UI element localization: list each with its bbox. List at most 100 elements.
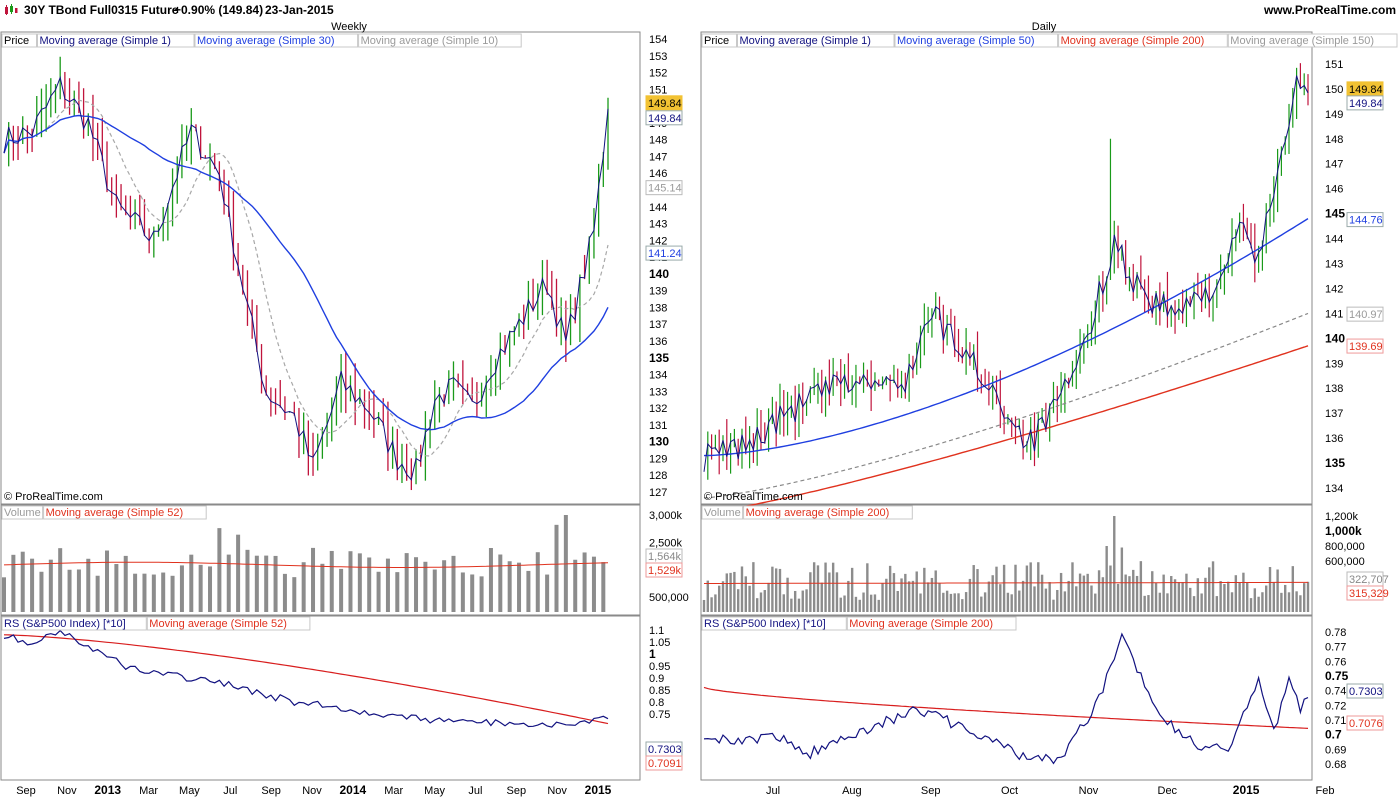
volume-bar xyxy=(847,580,850,612)
weekly-rs-axis-tick-label: 1.05 xyxy=(649,637,670,649)
volume-bar xyxy=(1189,587,1192,612)
daily-price-legend-item-box[interactable] xyxy=(1058,33,1228,48)
daily-volume-legend-item-box[interactable] xyxy=(701,505,744,520)
weekly-volume-legend-item-box[interactable] xyxy=(43,505,207,520)
volume-bar xyxy=(809,572,812,612)
daily-rs-legend-item[interactable]: RS (S&P500 Index) [*10] xyxy=(704,618,826,630)
weekly-price-legend-item[interactable]: Moving average (Simple 1) xyxy=(40,35,171,47)
volume-bar xyxy=(133,573,138,612)
daily-rs-legend-item-box[interactable] xyxy=(701,616,847,631)
daily-price-legend-item[interactable]: Moving average (Simple 50) xyxy=(897,35,1035,47)
volume-bar xyxy=(1276,569,1279,612)
daily-price-legend-item-box[interactable] xyxy=(701,33,737,48)
weekly-rs-axis-tick-label: 0.9 xyxy=(649,673,664,685)
daily-ma50-tag-box xyxy=(1346,212,1384,228)
weekly-rs-line xyxy=(3,629,609,728)
weekly-rs-legend-item-box[interactable] xyxy=(146,616,311,631)
chart-canvas[interactable]: Weekly Daily 154 153 152 151 150 149 148 147 146 14… xyxy=(0,18,1400,800)
daily-price-axis-tick-label: 138 xyxy=(1325,383,1343,395)
daily-rs-ma-tag: 0.7076 xyxy=(1346,715,1384,731)
daily-price-legend-item-box[interactable] xyxy=(894,33,1059,48)
volume-bar xyxy=(423,561,428,612)
volume-bar xyxy=(729,572,732,612)
daily-volume-legend-item-box[interactable] xyxy=(743,505,913,520)
daily-ma1-line xyxy=(703,75,1309,472)
weekly-last-price-tag-box xyxy=(645,95,683,111)
weekly-x-axis-tick-label: Nov xyxy=(57,785,77,797)
daily-volume-ma-tag-text: 315,329 xyxy=(1349,588,1389,600)
weekly-volume-legend-item-box[interactable] xyxy=(1,505,44,520)
daily-price-legend-item[interactable]: Moving average (Simple 1) xyxy=(740,35,871,47)
daily-x-axis-tick-label: Sep xyxy=(921,785,941,797)
weekly-price-legend-item-box[interactable] xyxy=(37,33,195,48)
volume-bar xyxy=(991,575,994,612)
volume-bar xyxy=(1010,594,1013,612)
daily-rs-legend-item-box[interactable] xyxy=(846,616,1017,631)
daily-price-axis-tick-label: 137 xyxy=(1325,408,1343,420)
weekly-ma30-tag: 141.24 xyxy=(645,245,683,261)
weekly-price-legend-item[interactable]: Price xyxy=(4,35,29,47)
volume-bar xyxy=(264,555,269,612)
weekly-price-axis-tick-label: 138 xyxy=(649,302,667,314)
daily-price-legend-item[interactable]: Price xyxy=(704,35,729,47)
website-link[interactable]: www.ProRealTime.com xyxy=(1263,3,1396,17)
weekly-price-frame xyxy=(0,31,641,505)
volume-bar xyxy=(790,598,793,612)
daily-price-bars xyxy=(707,63,1309,480)
daily-price-legend-item-box[interactable] xyxy=(737,33,895,48)
daily-volume-legend-item[interactable]: Moving average (Simple 200) xyxy=(746,507,890,519)
daily-price-axis-tick-label: 144 xyxy=(1325,234,1343,246)
weekly-x-axis-tick-label: Sep xyxy=(261,785,281,797)
weekly-volume-legend-item[interactable]: Volume xyxy=(4,507,41,519)
daily-price-legend-item-box[interactable] xyxy=(1227,33,1398,48)
weekly-last-price-tag: 149.84 xyxy=(645,95,683,111)
daily-rs-ma-line xyxy=(703,686,1309,729)
volume-bar xyxy=(460,572,465,612)
weekly-x-axis-tick-label: May xyxy=(179,785,200,797)
volume-bar xyxy=(2,577,6,612)
volume-bar xyxy=(782,594,785,612)
daily-rs-axis-tick-label: 0.78 xyxy=(1325,627,1346,639)
weekly-price-axis-tick-label: 131 xyxy=(649,420,667,432)
candlestick-app-icon xyxy=(5,4,18,15)
daily-rs-legend-item[interactable]: Moving average (Simple 200) xyxy=(849,618,993,630)
weekly-ma10-tag-text: 145.14 xyxy=(648,183,682,195)
weekly-volume-legend-item[interactable]: Moving average (Simple 52) xyxy=(46,507,184,519)
volume-bar xyxy=(179,565,184,612)
daily-rs-frame xyxy=(700,615,1313,781)
daily-volume-tag: 322,707 xyxy=(1346,571,1389,587)
daily-x-axis-tick-label: Feb xyxy=(1316,785,1335,797)
daily-price-legend-item[interactable]: Moving average (Simple 150) xyxy=(1230,35,1374,47)
weekly-price-legend-item[interactable]: Moving average (Simple 30) xyxy=(197,35,335,47)
daily-price-axis-tick-label: 148 xyxy=(1325,134,1343,146)
volume-bar xyxy=(835,572,839,612)
volume-bar xyxy=(451,555,456,612)
daily-rs-axis-tick-label: 0.75 xyxy=(1325,669,1349,683)
volume-bar xyxy=(320,563,325,612)
weekly-rs-legend-item-box[interactable] xyxy=(1,616,147,631)
weekly-rs-legend-item[interactable]: Moving average (Simple 52) xyxy=(149,618,287,630)
weekly-price-legend-item-box[interactable] xyxy=(358,33,522,48)
volume-bar xyxy=(20,551,25,612)
daily-x-axis-tick-label: Jul xyxy=(766,785,780,797)
volume-bar xyxy=(1048,582,1051,612)
weekly-rs-axis-tick-label: 1.1 xyxy=(649,625,664,637)
daily-price-legend-item[interactable]: Moving average (Simple 200) xyxy=(1061,35,1205,47)
volume-bar xyxy=(1101,577,1105,612)
volume-bar xyxy=(273,555,278,612)
weekly-x-axis-tick-label: May xyxy=(424,785,445,797)
weekly-rs-legend-item[interactable]: RS (S&P500 Index) [*10] xyxy=(4,618,126,630)
weekly-price-legend-item-box[interactable] xyxy=(194,33,359,48)
weekly-rs-frame xyxy=(0,615,641,781)
volume-bar xyxy=(1063,591,1067,612)
volume-bar xyxy=(1268,567,1272,612)
daily-ma150-line xyxy=(703,312,1309,499)
daily-ma150-tag-box xyxy=(1346,306,1384,322)
volume-bar xyxy=(767,582,770,612)
weekly-price-legend-item-box[interactable] xyxy=(1,33,37,48)
volume-bar xyxy=(1272,582,1276,612)
weekly-x-axis-tick-label: Mar xyxy=(139,785,158,797)
weekly-price-legend-item[interactable]: Moving average (Simple 10) xyxy=(361,35,499,47)
weekly-x-axis-tick-label: 2013 xyxy=(94,783,121,797)
daily-volume-legend-item[interactable]: Volume xyxy=(704,507,741,519)
